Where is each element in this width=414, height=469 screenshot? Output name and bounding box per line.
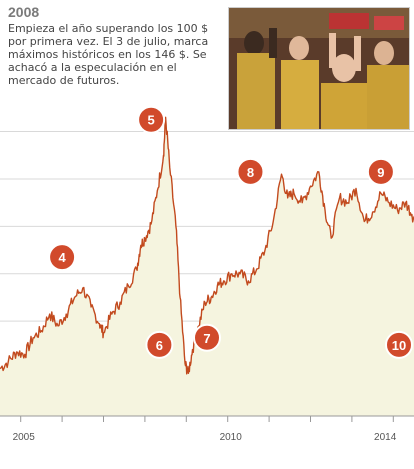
annotation-marker-6: 6 xyxy=(145,330,174,359)
annotation-marker-label: 9 xyxy=(377,165,384,180)
annotation-marker-label: 5 xyxy=(147,113,154,128)
x-tick-label: 2005 xyxy=(13,432,36,443)
annotation-marker-4: 4 xyxy=(48,243,77,272)
annotation-marker-7: 7 xyxy=(193,323,221,352)
price-area-fill xyxy=(0,117,414,416)
annotation-markers: 4 5 6 7 8 9 10 xyxy=(48,105,413,359)
annotation-marker-label: 8 xyxy=(247,165,254,180)
x-axis: 2005 2010 2014 xyxy=(0,415,414,443)
annotation-marker-label: 4 xyxy=(58,250,66,265)
price-line xyxy=(0,116,414,375)
annotation-marker-5: 5 xyxy=(137,105,166,134)
annotation-marker-label: 6 xyxy=(156,338,163,353)
annotation-marker-10: 10 xyxy=(385,330,413,359)
event-year-heading: 2008 xyxy=(8,4,40,20)
trading-floor-photo xyxy=(228,7,410,130)
annotation-marker-8: 8 xyxy=(236,157,265,186)
annotation-marker-label: 10 xyxy=(392,338,406,353)
event-description: Empieza el año superando los 100 $ por p… xyxy=(8,22,209,87)
x-tick-label: 2014 xyxy=(374,432,397,443)
annotation-marker-label: 7 xyxy=(203,331,210,346)
annotation-marker-9: 9 xyxy=(366,157,395,186)
x-tick-label: 2010 xyxy=(220,432,243,443)
